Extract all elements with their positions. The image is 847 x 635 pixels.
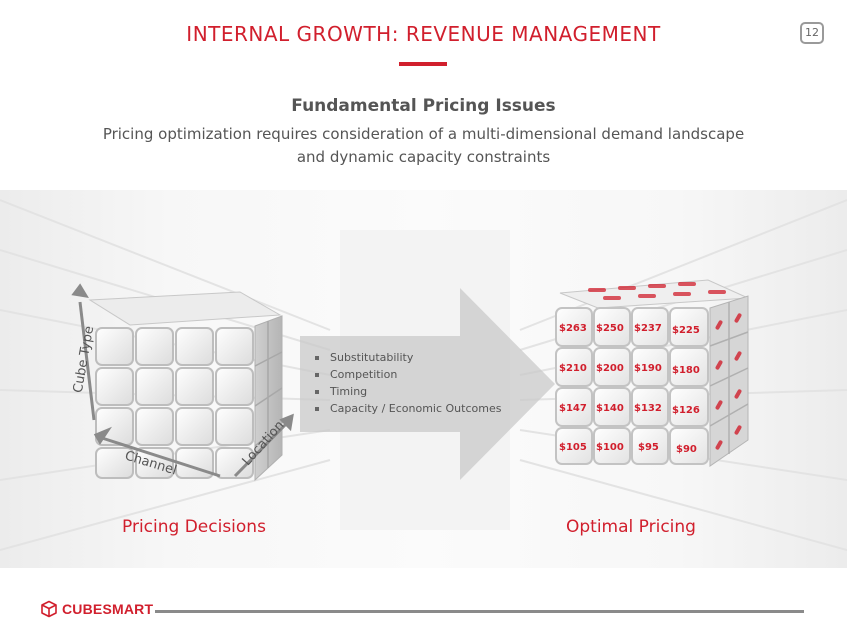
price-label: $105 (559, 442, 587, 453)
slide-title: INTERNAL GROWTH: REVENUE MANAGEMENT (186, 22, 661, 46)
price-label: $132 (634, 403, 662, 414)
price-label: $250 (596, 323, 624, 334)
footer-divider (155, 610, 804, 613)
section-heading: Fundamental Pricing Issues (291, 96, 556, 116)
company-logo: CUBESMART (40, 600, 153, 618)
title-underline (399, 62, 447, 66)
optimal-pricing-caption: Optimal Pricing (566, 517, 696, 537)
price-label: $210 (559, 363, 587, 374)
price-label: $95 (638, 442, 659, 453)
price-label: $100 (596, 442, 624, 453)
optimal-pricing-cube: $263 $250 $237 $225 $210 $200 $190 $180 … (555, 279, 749, 467)
page-number: 12 (800, 22, 824, 44)
factor-item: Substitutability (312, 349, 501, 366)
factor-item: Timing (312, 383, 501, 400)
price-label: $190 (634, 363, 662, 374)
pricing-factors-list: Substitutability Competition Timing Capa… (312, 349, 501, 417)
price-label: $200 (596, 363, 624, 374)
cube-logo-icon (41, 600, 57, 618)
pricing-arrow (300, 288, 555, 480)
price-label: $90 (676, 444, 697, 455)
price-label: $180 (672, 365, 700, 376)
price-label: $140 (596, 403, 624, 414)
pricing-decisions-cube (71, 283, 294, 482)
price-label: $263 (559, 323, 587, 334)
pricing-decisions-caption: Pricing Decisions (122, 517, 266, 537)
price-label: $126 (672, 405, 700, 416)
price-label: $237 (634, 323, 662, 334)
factor-item: Competition (312, 366, 501, 383)
section-description: Pricing optimization requires considerat… (102, 125, 745, 166)
price-label: $147 (559, 403, 587, 414)
factor-item: Capacity / Economic Outcomes (312, 400, 501, 417)
price-label: $225 (672, 325, 700, 336)
logo-wordmark: CUBESMART (62, 601, 154, 617)
